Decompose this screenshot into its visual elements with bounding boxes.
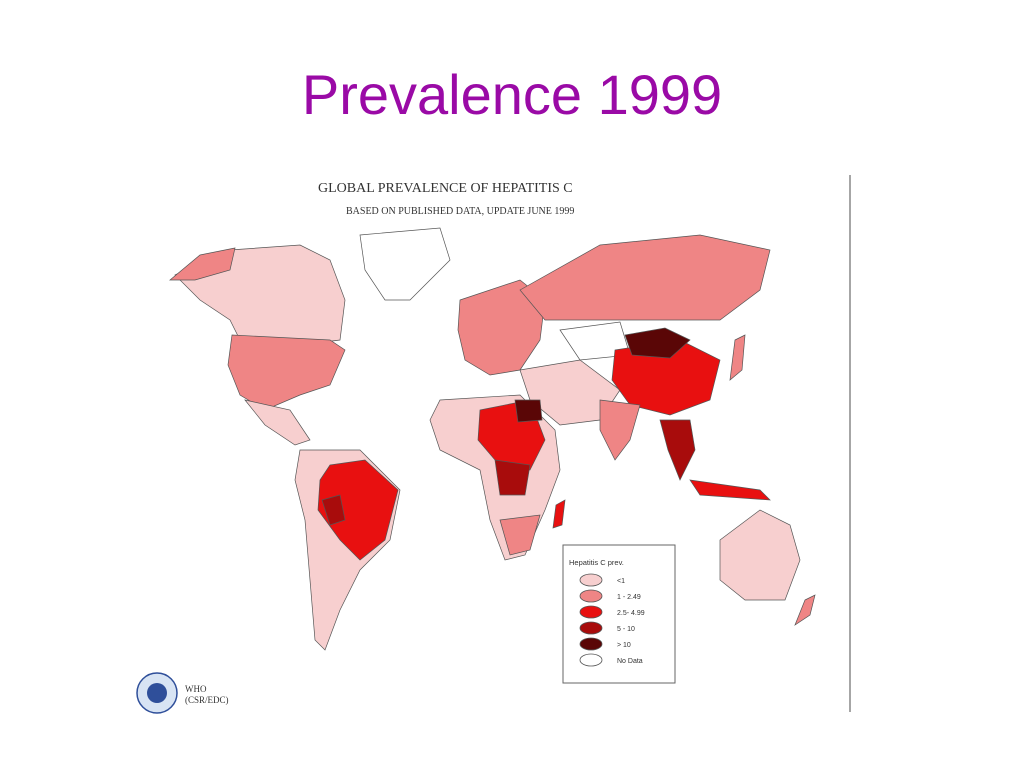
madagascar: [552, 499, 566, 529]
egypt: [514, 399, 543, 423]
credit-unit: (CSR/EDC): [185, 695, 229, 705]
who-credit: WHO (CSR/EDC): [136, 672, 229, 714]
legend-swatch: [579, 605, 603, 619]
mongolia: [624, 327, 691, 359]
who-logo-globe: [147, 683, 167, 703]
southeast-asia: [659, 419, 696, 481]
japan: [729, 334, 746, 381]
legend-label: No Data: [617, 658, 643, 665]
bolivia: [321, 494, 346, 526]
new-zealand: [794, 594, 816, 626]
greenland: [359, 227, 451, 301]
map-title: GLOBAL PREVALENCE OF HEPATITIS C: [318, 181, 573, 196]
mexico: [244, 399, 311, 446]
legend-label: > 10: [617, 642, 631, 649]
indonesia: [689, 479, 771, 501]
legend-label: <1: [617, 578, 625, 585]
congo: [494, 459, 531, 496]
credit-org: WHO: [185, 684, 207, 694]
india: [599, 399, 641, 461]
alaska: [169, 247, 236, 281]
legend-title: Hepatitis C prev.: [569, 558, 624, 567]
map: [169, 227, 816, 651]
legend-label: 1 - 2.49: [617, 594, 641, 601]
legend: Hepatitis C prev. <1 1 - 2.49 2.5- 4.99 5 -…: [562, 544, 676, 684]
legend-swatch: [579, 589, 603, 603]
legend-items: <1 1 - 2.49 2.5- 4.99 5 - 10 > 10 No Data: [579, 573, 645, 667]
brazil: [317, 459, 399, 561]
legend-swatch: [579, 637, 603, 651]
slide-title: Prevalence 1999: [301, 63, 723, 126]
russia: [519, 234, 771, 321]
australia: [719, 509, 801, 601]
southern-africa: [499, 514, 541, 556]
legend-swatch: [579, 621, 603, 635]
legend-label: 2.5- 4.99: [617, 610, 645, 617]
usa: [227, 334, 346, 411]
legend-swatch: [579, 653, 603, 667]
map-subtitle: BASED ON PUBLISHED DATA, UPDATE JUNE 199…: [346, 206, 574, 217]
legend-swatch: [579, 573, 603, 587]
legend-label: 5 - 10: [617, 626, 635, 633]
